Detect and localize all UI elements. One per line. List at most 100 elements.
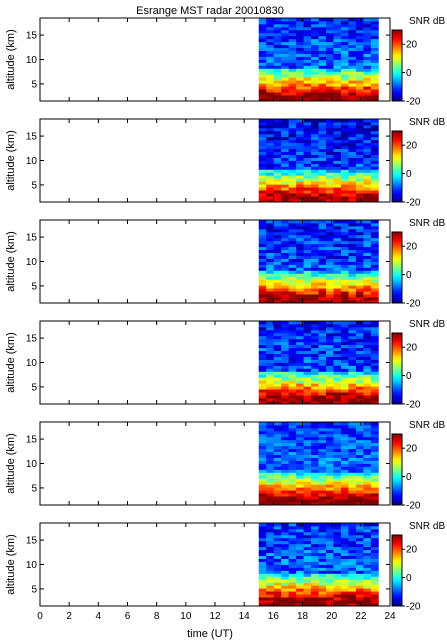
heatmap-cell bbox=[340, 294, 349, 298]
heatmap-cell bbox=[318, 433, 327, 438]
heatmap-cell bbox=[296, 597, 304, 601]
heatmap-cell bbox=[340, 172, 349, 176]
heatmap-cell bbox=[318, 401, 327, 405]
heatmap-cell bbox=[370, 531, 379, 536]
heatmap-cell bbox=[326, 374, 334, 378]
heatmap-cell bbox=[370, 184, 379, 188]
heatmap-cell bbox=[348, 377, 357, 381]
heatmap-cell bbox=[326, 267, 334, 271]
heatmap-cell bbox=[288, 422, 297, 426]
heatmap-cell bbox=[333, 246, 342, 251]
heatmap-cell bbox=[363, 543, 372, 548]
heatmap-cell bbox=[273, 255, 282, 259]
heatmap-cell bbox=[340, 71, 349, 75]
heatmap-cell bbox=[326, 119, 334, 123]
heatmap-cell bbox=[266, 44, 275, 49]
heatmap-cell bbox=[273, 555, 282, 559]
heatmap-cell bbox=[266, 95, 275, 99]
heatmap-cell bbox=[311, 564, 319, 568]
heatmap-cell bbox=[318, 53, 327, 57]
heatmap-cell bbox=[355, 258, 364, 262]
heatmap-cell bbox=[318, 353, 327, 357]
heatmap-cell bbox=[288, 335, 297, 340]
heatmap-cell bbox=[296, 531, 304, 536]
heatmap-cell bbox=[288, 23, 297, 28]
heatmap-cell bbox=[340, 454, 349, 458]
heatmap-cell bbox=[266, 92, 275, 96]
heatmap-cell bbox=[281, 184, 290, 188]
heatmap-cell bbox=[266, 68, 275, 72]
heatmap-cell bbox=[318, 564, 327, 568]
heatmap-cell bbox=[311, 65, 319, 69]
heatmap-cell bbox=[348, 249, 357, 254]
heatmap-cell bbox=[363, 270, 372, 274]
heatmap-cell bbox=[363, 276, 372, 280]
y-axis-label: altitude (km) bbox=[5, 332, 17, 393]
heatmap-cell bbox=[333, 279, 342, 283]
heatmap-cell bbox=[318, 591, 327, 595]
heatmap-cell bbox=[333, 439, 342, 444]
heatmap-cell bbox=[326, 552, 334, 557]
heatmap-cell bbox=[333, 523, 342, 527]
heatmap-cell bbox=[348, 490, 357, 494]
heatmap-cell bbox=[340, 240, 349, 245]
colorbar-tick-label: 0 bbox=[406, 270, 412, 281]
heatmap-cell bbox=[273, 130, 282, 135]
heatmap-cell bbox=[333, 490, 342, 494]
heatmap-cell bbox=[370, 258, 379, 262]
heatmap-cell bbox=[326, 490, 334, 494]
heatmap-cell bbox=[266, 549, 275, 554]
heatmap-cell bbox=[288, 534, 297, 539]
heatmap-cell bbox=[303, 365, 312, 369]
heatmap-cell bbox=[318, 555, 327, 559]
heatmap-cell bbox=[348, 145, 357, 150]
heatmap-cell bbox=[340, 175, 349, 179]
heatmap-cell bbox=[326, 83, 334, 87]
heatmap-cell bbox=[288, 246, 297, 251]
heatmap-cell bbox=[355, 537, 364, 542]
heatmap-cell bbox=[363, 362, 372, 366]
heatmap-cell bbox=[333, 478, 342, 482]
heatmap-cell bbox=[311, 377, 319, 381]
heatmap-cell bbox=[340, 392, 349, 396]
heatmap-cell bbox=[273, 124, 282, 129]
heatmap-cell bbox=[303, 92, 312, 96]
heatmap-cell bbox=[340, 552, 349, 557]
heatmap-cell bbox=[340, 433, 349, 438]
heatmap-cell bbox=[326, 395, 334, 399]
heatmap-cell bbox=[288, 291, 297, 295]
heatmap-cell bbox=[363, 424, 372, 429]
heatmap-cell bbox=[370, 335, 379, 340]
heatmap-cell bbox=[340, 255, 349, 259]
heatmap-cell bbox=[333, 71, 342, 75]
heatmap-cell bbox=[288, 273, 297, 277]
heatmap-cell bbox=[333, 389, 342, 393]
heatmap-cell bbox=[296, 86, 304, 90]
heatmap-cell bbox=[340, 427, 349, 432]
heatmap-cell bbox=[326, 422, 334, 426]
heatmap-cell bbox=[348, 53, 357, 57]
heatmap-cell bbox=[355, 377, 364, 381]
heatmap-cell bbox=[355, 442, 364, 447]
heatmap-cell bbox=[273, 469, 282, 473]
heatmap-cell bbox=[303, 424, 312, 429]
heatmap-cell bbox=[273, 422, 282, 426]
heatmap-cell bbox=[326, 588, 334, 592]
heatmap-cell bbox=[318, 297, 327, 301]
heatmap-cell bbox=[273, 282, 282, 286]
heatmap-cell bbox=[348, 472, 357, 476]
heatmap-cell bbox=[281, 448, 290, 453]
heatmap-cell bbox=[326, 401, 334, 405]
heatmap-cell bbox=[303, 95, 312, 99]
heatmap-cell bbox=[296, 493, 304, 497]
heatmap-cell bbox=[318, 77, 327, 81]
heatmap-cell bbox=[370, 32, 379, 37]
heatmap-cell bbox=[288, 32, 297, 37]
heatmap-cell bbox=[311, 433, 319, 438]
heatmap-cell bbox=[303, 29, 312, 34]
heatmap-cell bbox=[318, 335, 327, 340]
heatmap-cell bbox=[348, 166, 357, 170]
heatmap-cell bbox=[266, 175, 275, 179]
heatmap-cell bbox=[273, 196, 282, 200]
heatmap-cell bbox=[296, 321, 304, 325]
